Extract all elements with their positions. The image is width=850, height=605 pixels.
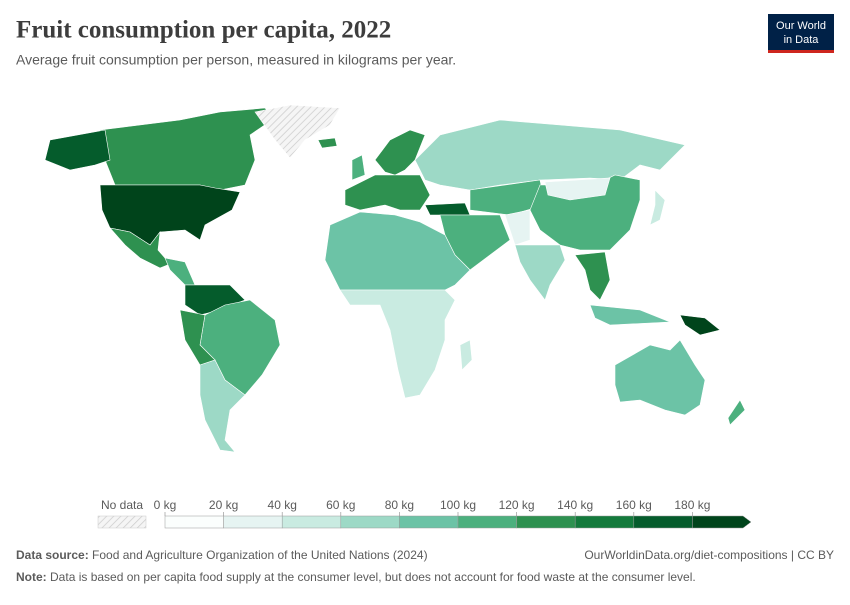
country bbox=[317, 137, 338, 149]
note-text: Data is based on per capita food supply … bbox=[50, 570, 696, 584]
legend-label: 100 kg bbox=[440, 498, 476, 512]
country bbox=[574, 251, 611, 301]
legend-swatch bbox=[692, 515, 752, 529]
country bbox=[589, 304, 671, 326]
country bbox=[504, 209, 531, 246]
country bbox=[99, 107, 276, 191]
url: OurWorldinData.org/diet-compositions | C… bbox=[584, 548, 834, 562]
country bbox=[649, 189, 666, 226]
legend-label: 140 kg bbox=[557, 498, 593, 512]
source-label: Data source: bbox=[16, 548, 89, 562]
source: Data source: Food and Agriculture Organi… bbox=[16, 548, 428, 562]
world-map bbox=[44, 104, 746, 453]
legend-label: 60 kg bbox=[326, 498, 355, 512]
country bbox=[514, 244, 566, 301]
country bbox=[254, 104, 341, 159]
legend-label: 20 kg bbox=[209, 498, 238, 512]
subtitle: Average fruit consumption per person, me… bbox=[16, 52, 456, 68]
note-label: Note: bbox=[16, 570, 47, 584]
legend-swatch bbox=[164, 515, 224, 529]
legend-swatch bbox=[633, 515, 693, 529]
legend-label: 80 kg bbox=[385, 498, 414, 512]
logo bbox=[768, 14, 834, 52]
country bbox=[424, 202, 471, 216]
country bbox=[339, 289, 456, 399]
country bbox=[614, 339, 706, 416]
legend-swatch bbox=[223, 515, 283, 529]
country bbox=[164, 257, 196, 286]
country bbox=[374, 129, 426, 176]
logo-text: in Data bbox=[784, 34, 820, 46]
legend-swatch bbox=[281, 515, 342, 529]
country bbox=[414, 119, 686, 191]
source-text: Food and Agriculture Organization of the… bbox=[92, 548, 428, 562]
legend: 0 kg 20 kg 40 kg 60 kg 80 kg 100 kg 120 kg 140 … bbox=[154, 498, 752, 529]
country bbox=[344, 174, 431, 211]
legend-label: 180 kg bbox=[674, 498, 710, 512]
logo-text: Our World bbox=[776, 20, 826, 32]
legend-swatch bbox=[399, 515, 459, 529]
country bbox=[459, 339, 473, 371]
country bbox=[544, 177, 611, 201]
legend-label: 0 kg bbox=[154, 498, 177, 512]
legend-label: 120 kg bbox=[499, 498, 535, 512]
note: Note: Data is based on per capita food s… bbox=[16, 570, 696, 584]
logo-bar bbox=[768, 50, 834, 53]
country bbox=[324, 211, 471, 291]
title: Fruit consumption per capita, 2022 bbox=[16, 17, 391, 44]
country bbox=[679, 314, 721, 336]
legend-swatch bbox=[457, 515, 517, 529]
country bbox=[469, 179, 546, 216]
legend-swatch bbox=[516, 515, 576, 529]
legend-swatch bbox=[340, 515, 400, 529]
country bbox=[727, 399, 746, 426]
country bbox=[199, 359, 246, 453]
legend-label: 160 kg bbox=[616, 498, 652, 512]
country bbox=[44, 129, 111, 171]
legend-label: 40 kg bbox=[268, 498, 297, 512]
legend-swatch bbox=[97, 515, 147, 529]
legend-label: No data bbox=[101, 498, 143, 512]
legend-swatch bbox=[574, 515, 635, 529]
country bbox=[351, 154, 366, 181]
